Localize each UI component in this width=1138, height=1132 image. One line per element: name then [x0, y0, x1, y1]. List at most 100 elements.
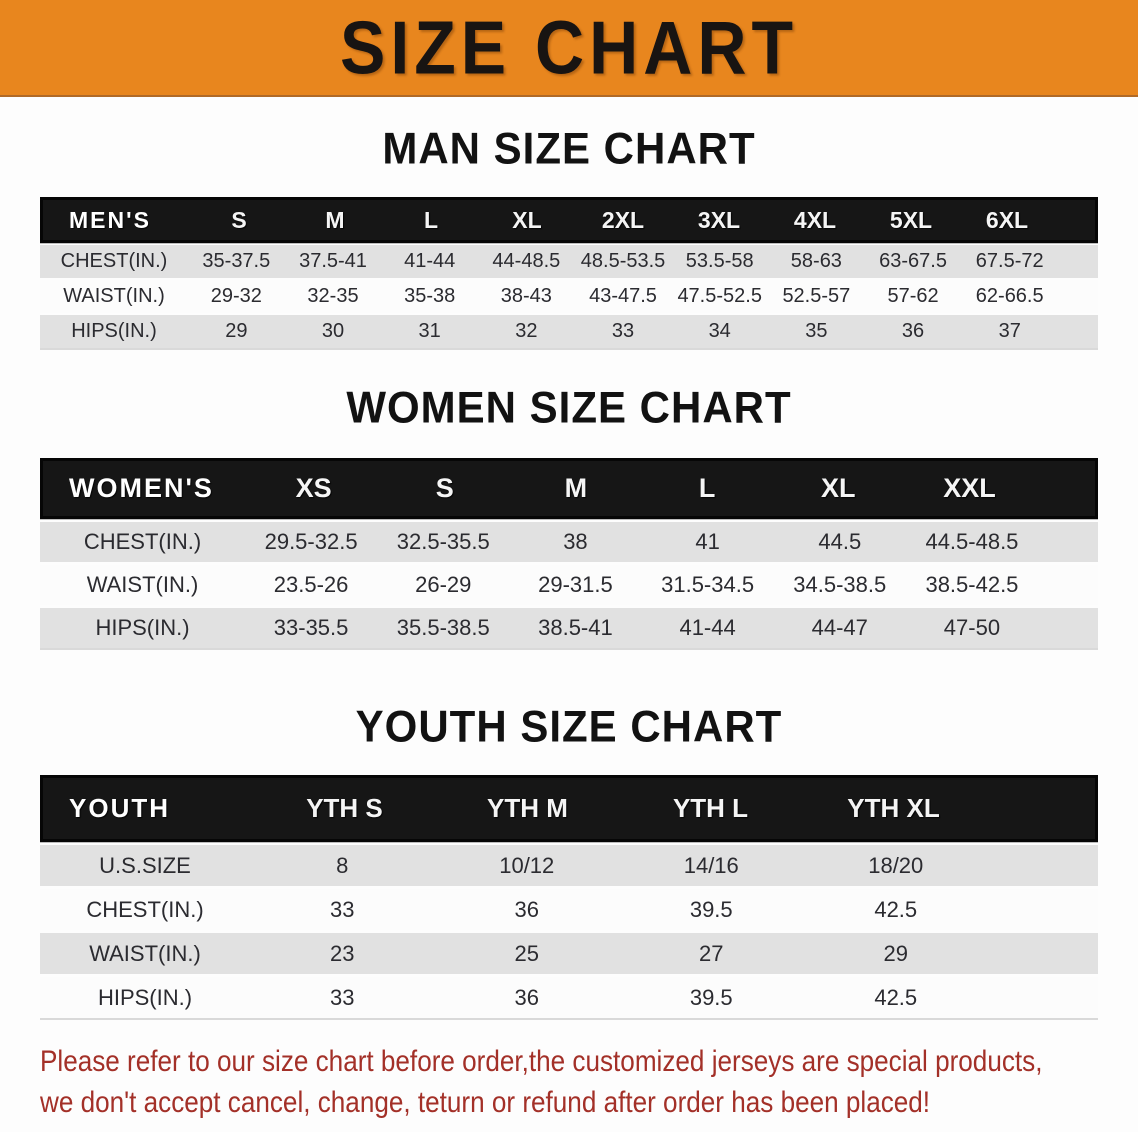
measurement-row: WAIST(IN.) 23 25 27 29 [40, 933, 1098, 975]
section-heading: WOMEN SIZE CHART [346, 382, 792, 433]
size-value: 44-47 [811, 615, 868, 641]
size-table: YOUTH YTH S YTH M YTH L YTH XL U.S.SIZE 8 10/12… [40, 775, 1098, 1021]
size-column-header: 5XL [889, 206, 933, 233]
size-value: 38.5-42.5 [925, 572, 1019, 598]
section-heading: MAN SIZE CHART [382, 123, 756, 174]
size-value: 36 [901, 320, 925, 343]
size-value: 35.5-38.5 [396, 615, 490, 641]
row-label: CHEST(IN.) [83, 529, 202, 555]
size-value: 30 [321, 320, 345, 343]
size-value: 63-67.5 [879, 250, 947, 273]
size-value: 31.5-34.5 [661, 572, 755, 598]
measurement-row: HIPS(IN.) 29 30 31 32 33 34 35 36 37 [40, 315, 1098, 349]
size-value: 31 [418, 320, 441, 343]
size-value: 53.5-58 [685, 250, 754, 273]
size-value: 33 [330, 984, 355, 1010]
size-value: 62-66.5 [975, 285, 1044, 308]
size-column-header: L [423, 206, 439, 233]
table-category-label: WOMEN'S [69, 473, 214, 504]
size-value: 41 [695, 529, 720, 555]
size-value: 10/12 [499, 852, 555, 878]
size-value: 34.5-38.5 [793, 572, 887, 598]
size-column-header: YTH M [487, 793, 568, 824]
size-value: 42.5 [874, 896, 918, 922]
page-title: SIZE CHART [340, 5, 798, 90]
size-value: 33 [330, 896, 355, 922]
size-value: 8 [336, 852, 349, 878]
size-value: 58-63 [790, 250, 842, 273]
table-header-row: MEN'S S M L XL 2XL 3XL 4XL 5XL 6XL [40, 197, 1098, 244]
row-label: HIPS(IN.) [97, 984, 193, 1010]
size-value: 27 [699, 940, 724, 966]
size-value: 25 [514, 940, 539, 966]
section-heading: YOUTH SIZE CHART [355, 701, 783, 752]
table-header-row: WOMEN'S XS S M L XL XXL [40, 458, 1098, 520]
size-value: 32.5-35.5 [396, 529, 490, 555]
size-value: 32 [515, 320, 538, 343]
measurement-row: HIPS(IN.) 33-35.5 35.5-38.5 38.5-41 41-44 44-… [40, 608, 1098, 649]
size-column-header: XS [295, 473, 332, 504]
size-value: 26-29 [415, 572, 472, 598]
row-label: HIPS(IN.) [71, 320, 157, 343]
size-value: 29 [883, 940, 908, 966]
size-value: 44.5-48.5 [925, 529, 1019, 555]
measurement-row: WAIST(IN.) 23.5-26 26-29 29-31.5 31.5-34.5 34… [40, 565, 1098, 606]
row-label: WAIST(IN.) [89, 940, 201, 966]
size-value: 37.5-41 [299, 250, 367, 273]
size-value: 44.5 [818, 529, 862, 555]
row-label: U.S.SIZE [99, 852, 191, 878]
size-value: 35-37.5 [202, 250, 271, 273]
size-section-2: YOUTH SIZE CHART YOUTH YTH S YTH M YTH L YTH … [0, 701, 1138, 1021]
size-column-header: 6XL [985, 206, 1029, 233]
size-value: 23.5-26 [273, 572, 349, 598]
row-label: HIPS(IN.) [95, 615, 190, 641]
table-category-label: MEN'S [69, 206, 151, 233]
measurement-row: HIPS(IN.) 33 36 39.5 42.5 [40, 977, 1098, 1019]
size-value: 29-32 [210, 285, 262, 308]
size-section-1: WOMEN SIZE CHART WOMEN'S XS S M L XL XXL CHEST(I… [0, 382, 1138, 651]
size-column-header: 4XL [793, 206, 837, 233]
size-column-header: XL [821, 473, 856, 504]
size-value: 33 [611, 320, 635, 343]
table-category-label: YOUTH [69, 793, 170, 824]
size-value: 52.5-57 [782, 285, 851, 308]
size-value: 38-43 [500, 285, 552, 308]
size-value: 35-38 [404, 285, 456, 308]
size-value: 29 [225, 320, 248, 343]
size-value: 33-35.5 [273, 615, 349, 641]
size-table: MEN'S S M L XL 2XL 3XL 4XL 5XL 6XL CHEST(IN.) 35-37… [40, 197, 1098, 351]
row-label: CHEST(IN.) [86, 896, 204, 922]
size-value: 43-47.5 [589, 285, 657, 308]
disclaimer-line-2: we don't accept cancel, change, teturn o… [40, 1085, 931, 1119]
size-value: 44-48.5 [492, 250, 561, 273]
size-value: 29.5-32.5 [264, 529, 358, 555]
sections-container: MAN SIZE CHART MEN'S S M L XL 2XL 3XL 4XL 5XL 6XL C… [0, 123, 1138, 1021]
size-value: 47-50 [943, 615, 1001, 641]
size-value: 39.5 [689, 984, 733, 1010]
size-value: 14/16 [683, 852, 739, 878]
size-column-header: S [435, 473, 454, 504]
size-value: 35 [805, 320, 828, 343]
size-value: 29-31.5 [538, 572, 613, 598]
size-column-header: YTH L [672, 793, 749, 824]
row-label: WAIST(IN.) [63, 285, 165, 308]
size-value: 41-44 [679, 615, 736, 641]
size-value: 67.5-72 [975, 250, 1044, 273]
banner: SIZE CHART [0, 0, 1138, 97]
table-header-row: YOUTH YTH S YTH M YTH L YTH XL [40, 775, 1098, 843]
measurement-row: CHEST(IN.) 35-37.5 37.5-41 41-44 44-48.5 48.5… [40, 245, 1098, 279]
size-value: 36 [514, 984, 539, 1010]
size-table: WOMEN'S XS S M L XL XXL CHEST(IN.) 29.5-32.5 32.5… [40, 458, 1098, 651]
measurement-row: CHEST(IN.) 33 36 39.5 42.5 [40, 889, 1098, 931]
row-label: CHEST(IN.) [60, 250, 168, 273]
size-value: 23 [330, 940, 355, 966]
size-column-header: M [325, 206, 345, 233]
size-value: 42.5 [874, 984, 918, 1010]
size-value: 37 [998, 320, 1021, 343]
size-value: 47.5-52.5 [677, 285, 762, 308]
size-value: 39.5 [689, 896, 733, 922]
size-value: 38 [563, 529, 588, 555]
size-column-header: 3XL [697, 206, 741, 233]
size-column-header: XL [512, 206, 542, 233]
